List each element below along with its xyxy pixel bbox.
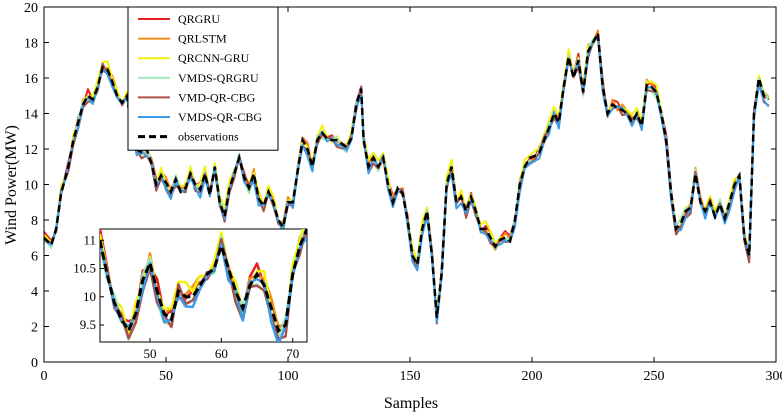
y-tick-label: 6 — [31, 250, 38, 265]
inset-x-tick-label: 70 — [286, 346, 299, 361]
inset-x-tick-label: 50 — [143, 346, 156, 361]
inset-y-tick-label: 11 — [83, 232, 96, 247]
y-tick-label: 20 — [24, 1, 38, 16]
y-tick-label: 8 — [31, 214, 38, 229]
legend: QRGRU QRLSTM QRCNN-GRU VMDS-QRGRU VMD-QR-CBG… — [127, 6, 279, 151]
x-tick-label: 0 — [41, 369, 48, 384]
x-tick-label: 50 — [159, 369, 173, 384]
legend-label-qrcnn-gru: QRCNN-GRU — [178, 51, 250, 65]
y-tick-label: 2 — [31, 321, 38, 336]
y-axis-label: Wind Power(MW) — [3, 125, 20, 245]
x-axis-label: Samples — [384, 395, 438, 412]
legend-label-vmds-qr-cbg: VMDS-QR-CBG — [178, 110, 262, 124]
y-tick-label: 0 — [31, 356, 38, 371]
main-plot-area — [43, 29, 770, 325]
y-tick-label: 4 — [31, 285, 38, 300]
legend-label-qrgru: QRGRU — [178, 12, 220, 26]
inset-y-tick-label: 10.5 — [73, 261, 96, 276]
inset-y-tick-label: 10 — [83, 289, 96, 304]
main-axes: 0 50 100 150 200 250 300 0 2 4 6 8 10 12 14 16 18 20 — [24, 1, 782, 384]
y-tick-label: 14 — [24, 108, 38, 123]
y-tick-label: 18 — [24, 37, 38, 52]
legend-label-qrlstm: QRLSTM — [178, 32, 227, 46]
inset-series-group — [100, 229, 307, 342]
legend-label-observations: observations — [178, 130, 239, 144]
x-tick-label: 150 — [400, 369, 421, 384]
x-tick-label: 250 — [644, 369, 665, 384]
x-tick-label: 100 — [278, 369, 299, 384]
y-tick-label: 12 — [24, 143, 38, 158]
x-tick-label: 300 — [766, 369, 782, 384]
y-tick-label: 10 — [24, 179, 38, 194]
x-tick-label: 200 — [522, 369, 543, 384]
inset-series-line-observations — [100, 229, 307, 334]
inset-y-tick-label: 9.5 — [80, 317, 96, 332]
inset-x-tick-label: 60 — [215, 346, 228, 361]
inset-zoom-plot: 50 60 70 9.5 10 10.5 11 — [73, 228, 308, 361]
legend-label-vmd-qr-cbg: VMD-QR-CBG — [178, 90, 256, 104]
legend-label-vmds-qrgru: VMDS-QRGRU — [178, 71, 259, 85]
y-tick-label: 16 — [24, 72, 38, 87]
